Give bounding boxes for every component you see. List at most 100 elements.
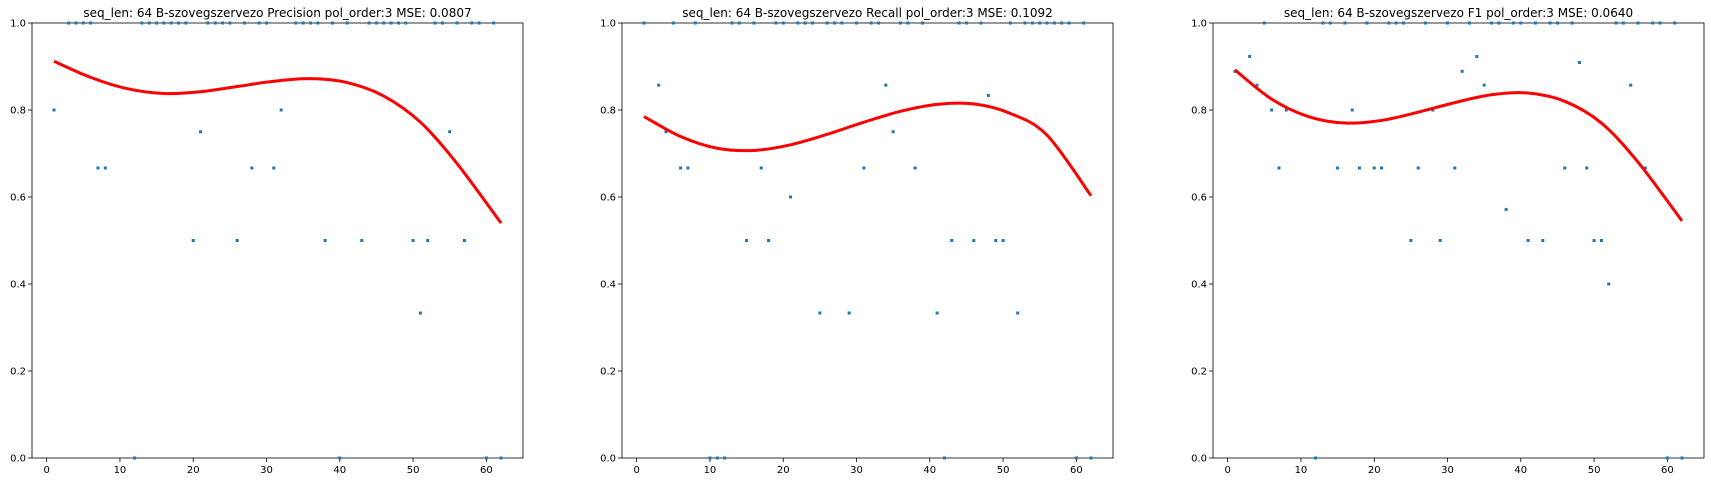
data-point	[484, 456, 488, 460]
data-point	[1387, 21, 1391, 25]
y-tick-label: 0.2	[600, 367, 616, 378]
data-point	[360, 239, 364, 242]
data-point	[759, 166, 763, 170]
data-point	[1270, 108, 1274, 112]
y-tick-label: 0.4	[10, 280, 26, 291]
data-point	[1262, 21, 1266, 25]
data-point	[1365, 21, 1369, 25]
data-point	[411, 239, 415, 242]
fit-curve	[53, 59, 503, 224]
data-point	[316, 21, 320, 25]
data-point	[1394, 21, 1398, 25]
data-point	[1629, 83, 1633, 87]
data-point	[1372, 166, 1376, 170]
data-point	[228, 21, 232, 25]
data-point	[745, 239, 749, 242]
data-point	[657, 83, 661, 87]
data-point	[972, 239, 976, 242]
data-point	[1526, 239, 1530, 242]
x-tick-label: 10	[704, 465, 717, 476]
x-tick-label: 20	[777, 465, 790, 476]
data-point	[891, 130, 895, 134]
data-point	[1555, 21, 1559, 25]
data-point	[345, 21, 349, 25]
data-point	[1060, 21, 1064, 25]
y-tick-label: 1.0	[600, 19, 616, 30]
data-point	[789, 195, 793, 199]
data-point	[1446, 21, 1450, 25]
data-point	[250, 166, 254, 170]
data-point	[1074, 456, 1078, 460]
data-point	[1038, 21, 1042, 25]
y-tick-label: 0.2	[10, 367, 26, 378]
x-tick-label: 60	[1070, 465, 1083, 476]
data-point	[1453, 166, 1457, 170]
data-point	[825, 21, 829, 25]
data-point	[1489, 21, 1493, 25]
data-point	[1082, 21, 1086, 25]
data-point	[723, 456, 727, 460]
data-point	[294, 21, 298, 25]
data-point	[1475, 54, 1479, 58]
data-point	[1089, 456, 1093, 460]
data-point	[396, 21, 400, 25]
data-point	[155, 21, 159, 25]
data-point	[920, 21, 924, 25]
scatter-points	[52, 21, 503, 460]
data-point	[979, 21, 983, 25]
data-point	[950, 239, 954, 242]
data-point	[957, 21, 961, 25]
x-tick-label: 50	[997, 465, 1010, 476]
data-point	[177, 21, 181, 25]
data-point	[1001, 239, 1005, 242]
y-tick-label: 0.4	[1191, 280, 1207, 291]
data-point	[1673, 21, 1677, 25]
data-point	[942, 456, 946, 460]
data-point	[1643, 166, 1647, 170]
data-point	[221, 21, 225, 25]
plot-frame	[31, 22, 524, 459]
fit-curve	[643, 101, 1093, 197]
data-point	[1519, 21, 1523, 25]
data-point	[323, 239, 327, 242]
plot-frame	[621, 22, 1114, 459]
data-point	[169, 21, 173, 25]
data-point	[492, 21, 496, 25]
data-point	[74, 21, 78, 25]
data-point	[1592, 239, 1596, 242]
data-point	[1497, 21, 1501, 25]
data-point	[455, 21, 459, 25]
data-point	[686, 166, 690, 170]
data-point	[191, 239, 195, 242]
data-point	[840, 21, 844, 25]
data-point	[1438, 239, 1442, 242]
data-point	[330, 21, 334, 25]
data-point	[964, 21, 968, 25]
data-point	[803, 21, 807, 25]
data-point	[1284, 108, 1288, 112]
data-point	[52, 108, 56, 112]
data-point	[1621, 21, 1625, 25]
data-point	[265, 21, 269, 25]
scatter-points	[642, 21, 1093, 460]
data-point	[1658, 21, 1662, 25]
data-point	[730, 21, 734, 25]
x-tick-label: 10	[1295, 465, 1308, 476]
data-point	[1680, 456, 1684, 460]
data-point	[708, 456, 712, 460]
data-point	[1424, 21, 1428, 25]
data-point	[1548, 21, 1552, 25]
data-point	[986, 94, 990, 98]
data-point	[876, 21, 880, 25]
data-point	[1045, 21, 1049, 25]
data-point	[913, 166, 917, 170]
data-point	[935, 311, 939, 315]
chart-panel-3: seq_len: 64 B-szovegszervezo F1 pol_orde…	[1191, 6, 1705, 476]
data-point	[1504, 207, 1508, 211]
x-tick-label: 60	[1661, 465, 1674, 476]
data-point	[1321, 21, 1325, 25]
data-point	[833, 21, 837, 25]
data-point	[1563, 166, 1567, 170]
data-point	[162, 21, 166, 25]
